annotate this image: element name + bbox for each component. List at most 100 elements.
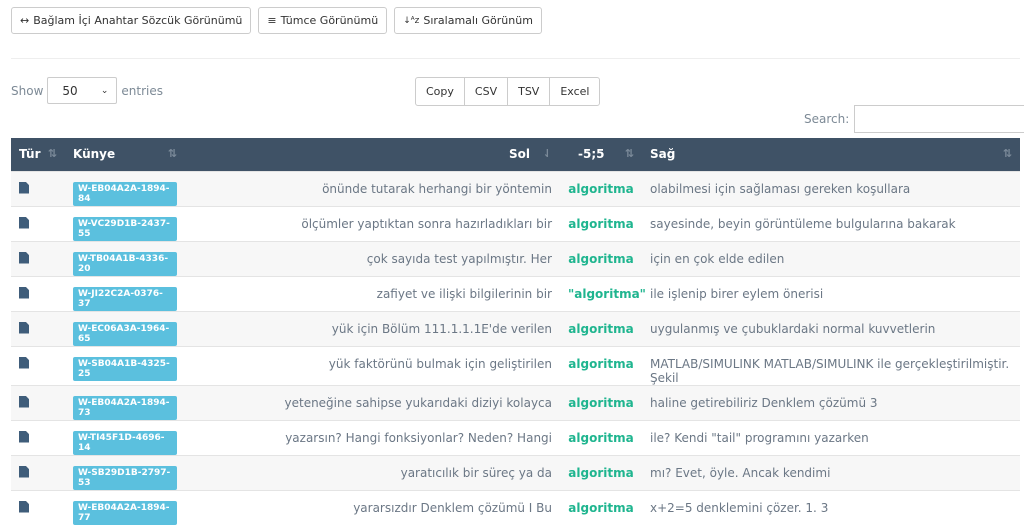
source-badge[interactable]: W-TB04A1B-4336-20 (73, 251, 177, 276)
source-badge[interactable]: W-TI45F1D-4696-14 (73, 430, 177, 455)
table-row: W-EB04A2A-1894-77 yararsızdır Denklem çö… (11, 489, 1020, 525)
tsv-button[interactable]: TSV (508, 78, 551, 105)
source-badge[interactable]: W-VC29D1B-2437-55 (73, 216, 177, 241)
sort-desc-icon: ⇃ (542, 147, 552, 161)
keyword: algoritma (560, 310, 642, 346)
left-context: yazarsın? Hangi fonksiyonlar? Neden? Han… (185, 419, 560, 455)
source-badge[interactable]: W-EB04A2A-1894-73 (73, 395, 177, 420)
right-context: x+2=5 denklemini çözer. 1. 3 (642, 489, 1020, 525)
search-label: Search: (804, 112, 850, 126)
kwic-view-button[interactable]: ↔ Bağlam İçi Anahtar Sözcük Görünümü (11, 7, 252, 34)
excel-button[interactable]: Excel (560, 85, 590, 98)
document-icon (19, 286, 29, 299)
header-label: Sağ (650, 147, 676, 162)
export-buttons: Copy CSV TSV Excel (415, 77, 601, 106)
sort-icon: ⇅ (47, 147, 57, 161)
document-icon (19, 216, 29, 229)
type-cell (11, 240, 65, 276)
table-row: W-TB04A1B-4336-20 çok sayıda test yapılm… (11, 240, 1020, 276)
source-badge[interactable]: W-EC06A3A-1964-65 (73, 321, 177, 346)
concordance-table: Tür ⇅ Künye ⇅ Sol ⇃ -5;5 ⇅ Sağ ⇅ W-EB04A2A-18… (11, 138, 1020, 525)
table-row: W-SB04A1B-4325-25 yük faktörünü bulmak i… (11, 345, 1020, 385)
keyword: algoritma (560, 419, 642, 455)
type-cell (11, 275, 65, 311)
source-cell: W-EB04A2A-1894-77 (65, 489, 185, 525)
length-control: Show 50 ⌄ entries (11, 77, 163, 104)
document-icon (19, 356, 29, 369)
source-badge[interactable]: W-SB29D1B-2797-53 (73, 465, 177, 490)
column-header-sol[interactable]: Sol ⇃ (185, 138, 560, 171)
right-context: ile işlenip birer eylem önerisi (642, 275, 1020, 311)
type-cell (11, 345, 65, 385)
keyword: algoritma (560, 240, 642, 276)
column-header-sag[interactable]: Sağ ⇅ (642, 138, 1020, 171)
source-badge[interactable]: W-EB04A2A-1894-84 (73, 181, 177, 206)
source-badge[interactable]: W-SB04A1B-4325-25 (73, 356, 177, 381)
right-context: sayesinde, beyin görüntüleme bulgularına… (642, 205, 1020, 241)
divider (11, 58, 1020, 59)
left-context: önünde tutarak herhangi bir yöntemin (185, 170, 560, 206)
type-cell (11, 454, 65, 490)
button-label: Sıralamalı Görünüm (423, 14, 533, 27)
left-context: yararsızdır Denklem çözümü I Bu (185, 489, 560, 525)
keyword: "algoritma" (560, 275, 646, 311)
document-icon (19, 465, 29, 478)
left-context: yaratıcılık bir süreç ya da (185, 454, 560, 490)
source-badge[interactable]: W-EB04A2A-1894-77 (73, 500, 177, 525)
column-header-tur[interactable]: Tür ⇅ (11, 138, 65, 171)
sorted-view-button[interactable]: ↓ᴬz Sıralamalı Görünüm (394, 7, 542, 34)
source-cell: W-TB04A1B-4336-20 (65, 240, 185, 276)
table-row: W-EC06A3A-1964-65 yük için Bölüm 111.1.1… (11, 310, 1020, 346)
search-control: Search: (804, 105, 1024, 133)
button-label: Tümce Görünümü (280, 14, 379, 27)
copy-button[interactable]: Copy (416, 78, 465, 105)
column-header-window[interactable]: -5;5 ⇅ (560, 138, 642, 171)
chevron-down-icon: ⌄ (100, 85, 109, 96)
type-cell (11, 170, 65, 206)
source-cell: W-VC29D1B-2437-55 (65, 205, 185, 241)
type-cell (11, 205, 65, 241)
left-context: yük faktörünü bulmak için geliştirilen (185, 345, 560, 385)
arrows-horizontal-icon: ↔ (20, 14, 30, 27)
document-icon (19, 500, 29, 513)
sort-icon: ⇅ (624, 147, 634, 161)
header-label: Sol (509, 147, 530, 162)
button-label: Bağlam İçi Anahtar Sözcük Görünümü (33, 14, 243, 27)
header-label: Künye (73, 147, 116, 162)
entries-select[interactable]: 50 ⌄ (47, 77, 118, 104)
source-cell: W-EB04A2A-1894-84 (65, 170, 185, 206)
table-row: W-SB29D1B-2797-53 yaratıcılık bir süreç … (11, 454, 1020, 490)
entries-value: 50 (62, 83, 78, 98)
source-cell: W-EB04A2A-1894-73 (65, 384, 185, 420)
document-icon (19, 395, 29, 408)
column-header-kunye[interactable]: Künye ⇅ (65, 138, 185, 171)
type-cell (11, 419, 65, 455)
source-cell: W-TI45F1D-4696-14 (65, 419, 185, 455)
search-input[interactable] (854, 105, 1024, 133)
entries-label: entries (121, 83, 163, 98)
document-icon (19, 321, 29, 334)
show-label: Show (11, 83, 44, 98)
document-icon (19, 251, 29, 264)
source-cell: W-SB04A1B-4325-25 (65, 345, 185, 385)
left-context: yük için Bölüm 111.1.1.1E'de verilen (185, 310, 560, 346)
table-row: W-EB04A2A-1894-84 önünde tutarak herhang… (11, 170, 1020, 206)
left-context: ölçümler yaptıktan sonra hazırladıkları … (185, 205, 560, 241)
right-context: olabilmesi için sağlaması gereken koşull… (642, 170, 1020, 206)
source-badge[interactable]: W-JI22C2A-0376-37 (73, 286, 177, 311)
csv-button[interactable]: CSV (465, 78, 509, 105)
document-icon (19, 181, 29, 194)
keyword: algoritma (560, 454, 642, 490)
left-context: zafiyet ve ilişki bilgilerinin bir (185, 275, 560, 311)
table-row: W-TI45F1D-4696-14 yazarsın? Hangi fonksi… (11, 419, 1020, 455)
type-cell (11, 310, 65, 346)
source-cell: W-SB29D1B-2797-53 (65, 454, 185, 490)
list-icon: ≡ (267, 14, 277, 27)
source-cell: W-JI22C2A-0376-37 (65, 275, 185, 311)
right-context: mı? Evet, öyle. Ancak kendimi (642, 454, 1020, 490)
right-context: için en çok elde edilen (642, 240, 1020, 276)
document-icon (19, 430, 29, 443)
left-context: yeteneğine sahipse yukarıdaki diziyi kol… (185, 384, 560, 420)
sentence-view-button[interactable]: ≡ Tümce Görünümü (258, 7, 388, 34)
table-row: W-JI22C2A-0376-37 zafiyet ve ilişki bilg… (11, 275, 1020, 311)
